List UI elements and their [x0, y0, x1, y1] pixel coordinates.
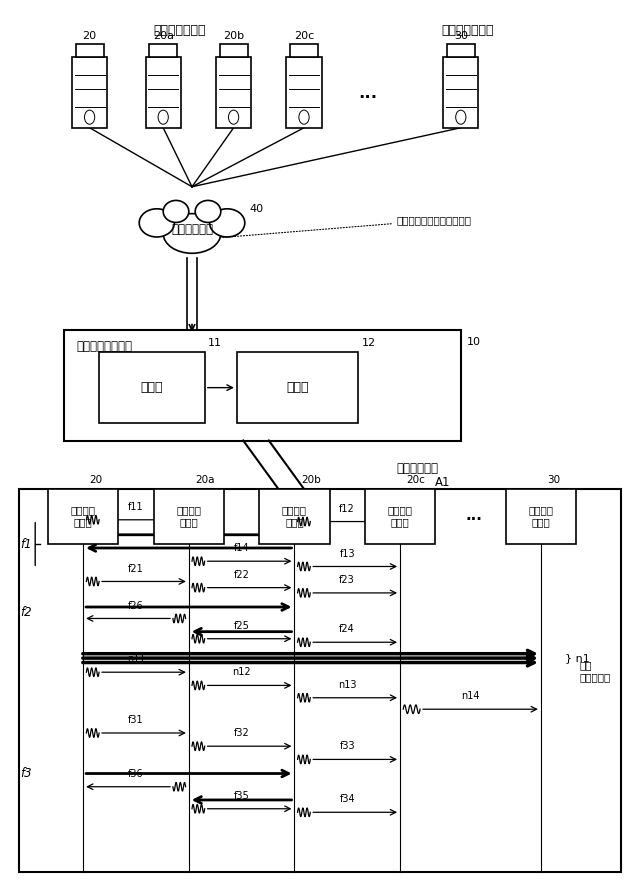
Circle shape — [84, 110, 95, 124]
Text: パケット解析装置: パケット解析装置 — [77, 340, 133, 352]
Bar — [237, 352, 358, 423]
Text: f31: f31 — [128, 715, 144, 725]
Text: n13: n13 — [338, 680, 356, 690]
Text: サービス
ノード: サービス ノード — [176, 505, 202, 528]
Ellipse shape — [163, 214, 221, 254]
Text: 通知
パケット群: 通知 パケット群 — [579, 661, 611, 682]
Text: 20c: 20c — [294, 32, 314, 41]
Bar — [99, 352, 205, 423]
Text: 20: 20 — [90, 475, 103, 485]
Text: f12: f12 — [339, 504, 355, 514]
Text: サービスノード: サービスノード — [153, 25, 205, 37]
Ellipse shape — [210, 209, 244, 237]
Bar — [259, 489, 330, 544]
Text: サービス
ノード: サービス ノード — [70, 505, 96, 528]
Text: f13: f13 — [339, 549, 355, 559]
Text: 30: 30 — [547, 475, 561, 485]
Text: n12: n12 — [232, 668, 251, 677]
Text: コレクタノード: コレクタノード — [441, 25, 493, 37]
Bar — [48, 489, 118, 544]
Text: 20c: 20c — [406, 475, 425, 485]
Bar — [287, 57, 321, 128]
Text: ...: ... — [358, 84, 378, 101]
Text: f23: f23 — [339, 575, 355, 585]
Bar — [64, 330, 461, 440]
Text: f25: f25 — [234, 621, 250, 631]
Text: f35: f35 — [234, 791, 250, 801]
Bar — [506, 489, 576, 544]
Circle shape — [299, 110, 309, 124]
Text: f14: f14 — [234, 544, 250, 553]
Circle shape — [228, 110, 239, 124]
Bar — [76, 44, 104, 57]
Text: 20b: 20b — [223, 32, 244, 41]
Bar — [146, 57, 181, 128]
Text: サービス
ノード: サービス ノード — [387, 505, 413, 528]
Text: 複製されたパケットを収集: 複製されたパケットを収集 — [220, 215, 472, 238]
Text: 12: 12 — [362, 338, 376, 348]
Circle shape — [158, 110, 168, 124]
Text: 11: 11 — [208, 338, 222, 348]
Ellipse shape — [163, 200, 189, 223]
Text: f24: f24 — [339, 625, 355, 634]
Text: f21: f21 — [128, 564, 144, 574]
Text: シーケンス図: シーケンス図 — [397, 463, 439, 475]
Text: f32: f32 — [234, 729, 250, 738]
Bar — [154, 489, 224, 544]
Ellipse shape — [195, 200, 221, 223]
Text: 20: 20 — [83, 32, 97, 41]
Text: 記憑部: 記憑部 — [141, 381, 163, 394]
Bar — [216, 57, 251, 128]
Text: 20a: 20a — [195, 475, 214, 485]
Text: 20a: 20a — [153, 32, 173, 41]
Text: f36: f36 — [128, 769, 144, 779]
Text: 処理部: 処理部 — [286, 381, 309, 394]
Text: 40: 40 — [250, 204, 264, 214]
Text: } n1: } n1 — [565, 653, 590, 663]
Text: サービス
ノード: サービス ノード — [282, 505, 307, 528]
Text: 30: 30 — [454, 32, 468, 41]
Text: f1: f1 — [20, 537, 31, 551]
Text: 10: 10 — [467, 337, 481, 347]
Text: ...: ... — [465, 507, 482, 523]
Text: ネットワーク: ネットワーク — [171, 223, 213, 235]
Text: 20b: 20b — [301, 475, 321, 485]
Ellipse shape — [140, 209, 174, 237]
Bar — [220, 44, 248, 57]
Text: f2: f2 — [20, 606, 31, 618]
Text: n11: n11 — [127, 655, 145, 664]
Text: n14: n14 — [461, 692, 479, 701]
Text: f11: f11 — [128, 502, 144, 512]
Bar — [290, 44, 318, 57]
Circle shape — [456, 110, 466, 124]
Bar — [149, 44, 177, 57]
Text: f26: f26 — [128, 601, 144, 611]
Text: f22: f22 — [234, 570, 250, 580]
Text: f34: f34 — [339, 795, 355, 804]
Bar — [72, 57, 108, 128]
Text: コレクタ
ノード: コレクタ ノード — [528, 505, 554, 528]
Bar — [365, 489, 435, 544]
Bar — [447, 44, 475, 57]
Text: A1: A1 — [435, 477, 451, 489]
Text: f3: f3 — [20, 766, 31, 780]
Bar — [443, 57, 479, 128]
Text: f33: f33 — [339, 742, 355, 751]
Bar — [19, 489, 621, 872]
